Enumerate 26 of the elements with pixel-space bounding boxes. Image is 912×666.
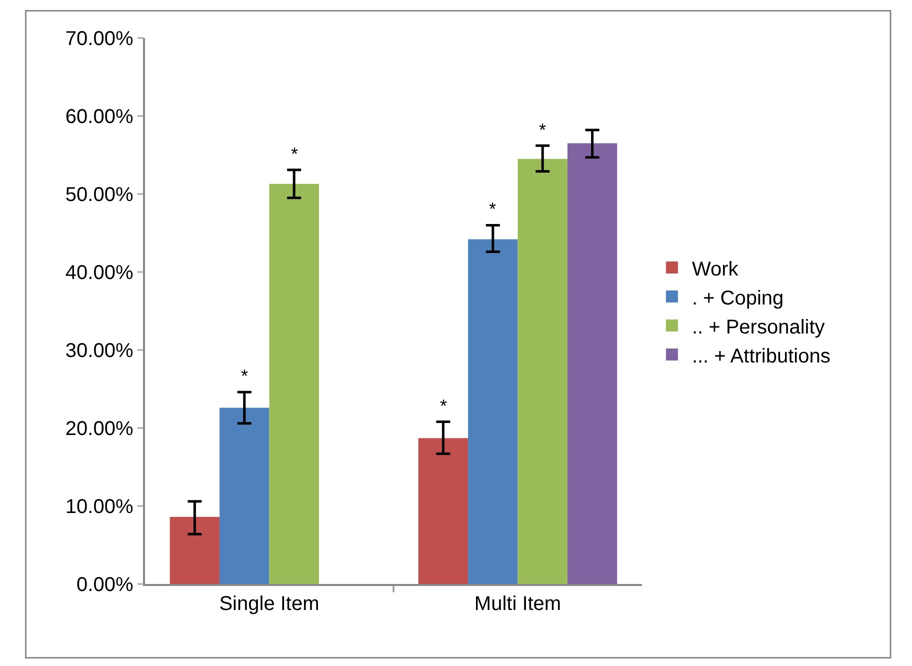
legend-label: Work <box>692 258 740 280</box>
y-tick-label: 0.00% <box>76 574 134 596</box>
data-label: * <box>539 120 546 140</box>
data-label: * <box>489 199 496 219</box>
bar <box>170 516 220 584</box>
y-tick-label: 30.00% <box>65 340 134 362</box>
y-tick-label: 40.00% <box>65 262 134 284</box>
bar <box>518 158 568 584</box>
bar <box>220 408 270 584</box>
legend-label: .. + Personality <box>692 316 825 338</box>
legend-label: . + Coping <box>692 287 784 310</box>
legend-label: ... + Attributions <box>692 345 830 368</box>
x-tick-label: Single Item <box>219 592 320 615</box>
y-tick-label: 60.00% <box>65 106 134 128</box>
bar <box>468 239 518 584</box>
bar <box>567 143 618 584</box>
bar <box>418 438 468 584</box>
data-label: * <box>440 396 448 416</box>
x-tick-label: Multi Item <box>474 592 562 615</box>
data-label: * <box>241 366 248 386</box>
y-tick-label: 20.00% <box>65 418 134 440</box>
y-tick-label: 50.00% <box>65 184 134 206</box>
y-tick-label: 70.00% <box>65 28 134 50</box>
data-label: * <box>291 144 298 164</box>
y-tick-label: 10.00% <box>65 496 134 518</box>
bar <box>269 184 319 584</box>
